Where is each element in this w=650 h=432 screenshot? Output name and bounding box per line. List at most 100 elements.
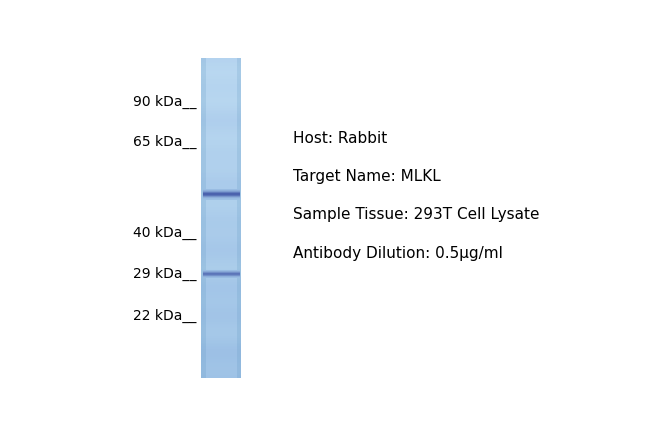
Bar (201, 71, 241, 73)
Bar (201, 366, 241, 368)
Bar (201, 108, 241, 110)
Bar (201, 197, 241, 199)
Bar (201, 187, 241, 189)
Bar (201, 290, 241, 292)
Bar (201, 146, 241, 148)
Bar (203, 189, 240, 190)
Bar (201, 248, 241, 250)
Bar (201, 266, 241, 268)
Bar (201, 164, 241, 165)
Bar (201, 60, 241, 62)
Bar (201, 63, 241, 65)
Bar (201, 343, 241, 344)
Bar (201, 323, 241, 325)
Bar (201, 85, 241, 87)
Bar (201, 226, 241, 228)
Bar (201, 162, 241, 164)
Bar (201, 80, 241, 83)
Bar (201, 314, 241, 315)
Bar (203, 196, 240, 197)
Bar (203, 197, 240, 198)
Bar (201, 309, 241, 311)
Bar (201, 376, 241, 378)
Bar (201, 167, 241, 168)
Bar (201, 191, 241, 193)
Bar (201, 133, 241, 135)
Bar (201, 73, 241, 74)
Bar (201, 216, 241, 218)
Bar (203, 194, 240, 195)
Bar (201, 234, 241, 236)
Bar (201, 296, 241, 298)
Bar (201, 61, 241, 63)
Bar (201, 202, 241, 204)
Bar (201, 64, 241, 67)
Bar (201, 109, 241, 111)
Bar (201, 311, 241, 312)
Bar (201, 101, 241, 103)
Bar (201, 288, 241, 290)
Bar (201, 74, 241, 76)
Bar (201, 106, 241, 108)
Bar (201, 318, 241, 321)
Bar (201, 263, 241, 264)
Bar (201, 165, 241, 167)
Bar (201, 90, 241, 92)
Bar (201, 352, 241, 354)
Bar (201, 200, 241, 202)
Bar (201, 168, 241, 170)
Bar (201, 178, 241, 180)
Bar (201, 224, 241, 226)
Bar (201, 76, 241, 78)
Bar (201, 317, 241, 319)
Bar (201, 68, 241, 70)
Bar (201, 144, 241, 146)
Bar (201, 251, 241, 253)
Bar (201, 261, 241, 263)
Bar (201, 302, 241, 305)
Bar (201, 247, 241, 248)
Bar (201, 344, 241, 346)
Bar (201, 291, 241, 293)
Bar (201, 254, 241, 257)
Bar (203, 199, 240, 200)
Bar (201, 272, 241, 274)
Bar (201, 298, 241, 299)
Bar (203, 190, 240, 191)
Bar (201, 121, 241, 122)
Bar (201, 301, 241, 303)
Bar (201, 240, 241, 242)
Bar (237, 58, 241, 378)
Bar (201, 159, 241, 161)
Bar (201, 229, 241, 231)
Bar (201, 95, 241, 97)
Bar (201, 186, 241, 188)
Bar (201, 267, 241, 269)
Bar (201, 172, 241, 174)
Bar (201, 143, 241, 145)
Bar (201, 283, 241, 285)
Text: Host: Rabbit: Host: Rabbit (292, 131, 387, 146)
Bar (203, 198, 240, 199)
Bar (201, 358, 241, 360)
Bar (201, 183, 241, 184)
Bar (201, 82, 241, 84)
Text: 22 kDa__: 22 kDa__ (133, 308, 196, 323)
Bar (201, 219, 241, 221)
Bar (201, 128, 241, 130)
Bar (201, 312, 241, 314)
Text: 29 kDa__: 29 kDa__ (133, 267, 196, 281)
Bar (201, 96, 241, 98)
Bar (201, 124, 241, 126)
Bar (201, 325, 241, 327)
Bar (201, 151, 241, 152)
Bar (201, 339, 241, 341)
Bar (201, 277, 241, 279)
Bar (201, 336, 241, 338)
Bar (201, 270, 241, 273)
Bar (201, 275, 241, 277)
Bar (201, 199, 241, 200)
Bar (201, 100, 241, 102)
Text: 90 kDa__: 90 kDa__ (133, 95, 196, 109)
Bar (201, 333, 241, 335)
